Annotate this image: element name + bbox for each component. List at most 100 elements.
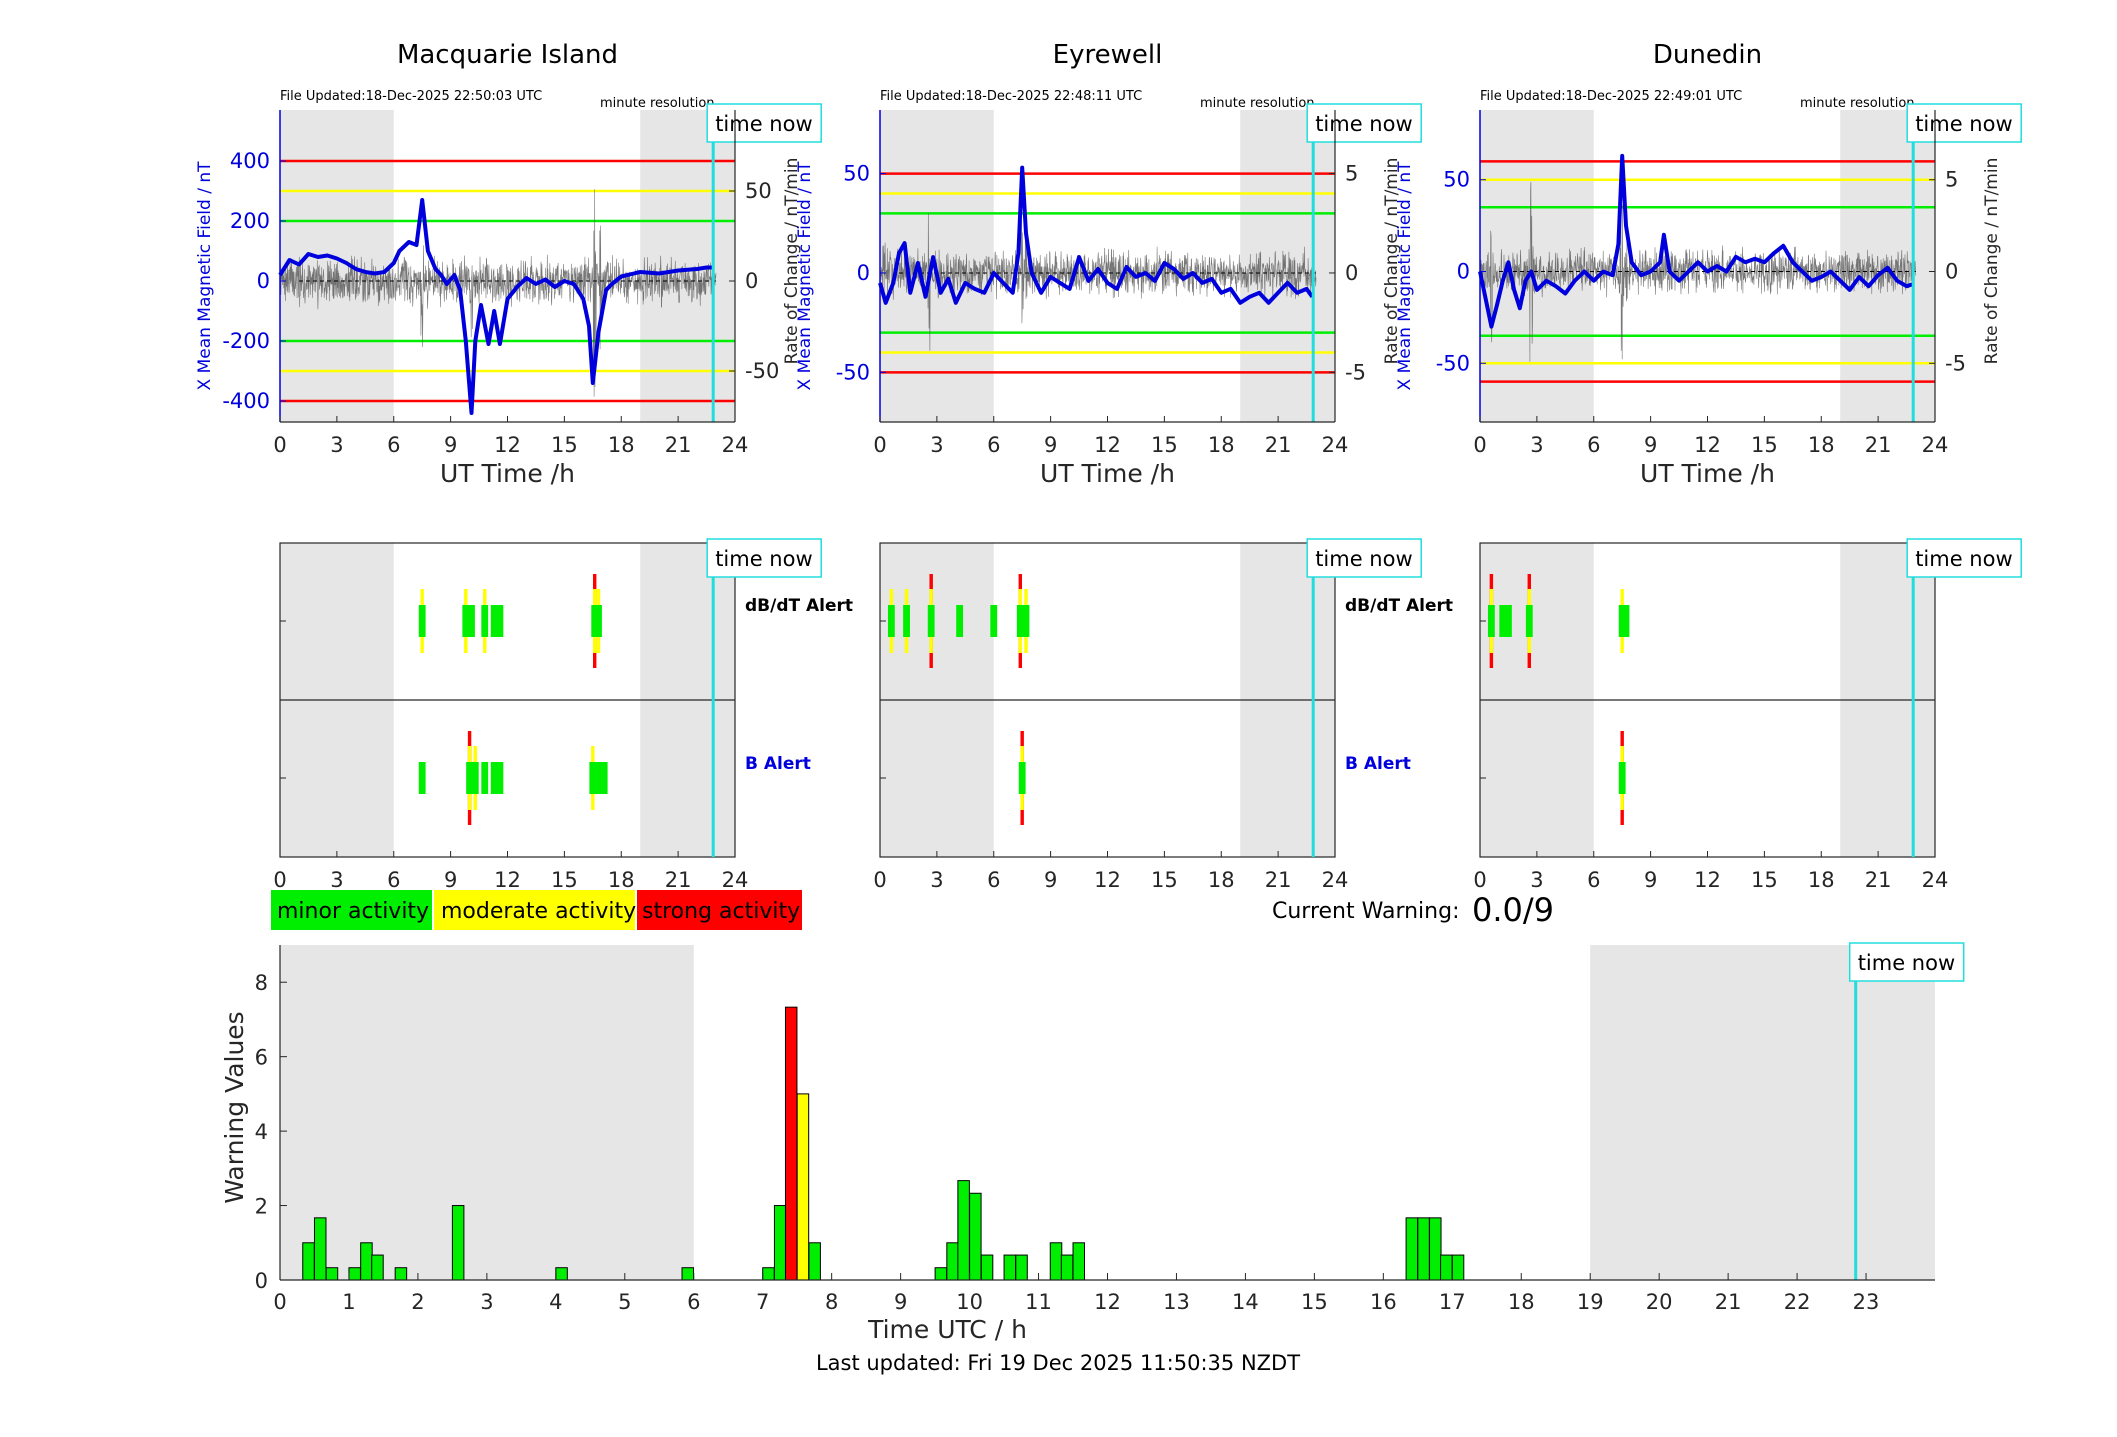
x-tick-label: 6 — [987, 433, 1000, 457]
x-axis-label: UT Time /h — [440, 459, 575, 488]
station-panel-1: Eyrewell File Updated:18-Dec-2025 22:48:1… — [795, 40, 1453, 892]
x-tick-label: 15 — [1151, 868, 1178, 892]
station-panel-2: Dunedin File Updated:18-Dec-2025 22:49:01… — [1395, 40, 2022, 892]
x-tick-label: 0 — [873, 433, 886, 457]
station-title: Macquarie Island — [397, 40, 618, 70]
x-tick-label: 7 — [756, 1290, 769, 1314]
x-axis-label: Time UTC / h — [867, 1315, 1027, 1344]
x-tick-label: 6 — [1587, 433, 1600, 457]
station-title: Eyrewell — [1053, 40, 1163, 70]
time-now-label: time now — [1915, 547, 2012, 571]
warning-bar-18 — [969, 1192, 982, 1281]
warning-bar-11 — [773, 1205, 787, 1281]
warning-bar-7 — [451, 1205, 465, 1281]
x-tick-label: 9 — [1644, 868, 1657, 892]
x-tick-label: 21 — [665, 868, 692, 892]
b-alert-minor-mark-0 — [1618, 762, 1626, 794]
legend-minor-swatch — [271, 890, 432, 930]
dbdt-alert-minor-mark-7 — [595, 605, 602, 637]
x-tick-label: 24 — [1922, 868, 1949, 892]
dbdt-alert-minor-mark-2 — [1505, 605, 1512, 637]
b-alert-label: B Alert — [745, 754, 811, 774]
warning-bar-27 — [1429, 1217, 1442, 1281]
warning-bar-16 — [946, 1242, 959, 1281]
x-tick-label: 21 — [665, 433, 692, 457]
dbdt-alert-minor-mark-5 — [1016, 605, 1024, 637]
x-tick-label: 3 — [330, 433, 343, 457]
left-tick-label: -200 — [222, 329, 270, 353]
warning-bar-2 — [325, 1267, 339, 1281]
x-tick-label: 18 — [608, 868, 635, 892]
x-tick-label: 0 — [273, 1290, 286, 1314]
dbdt-alert-minor-mark-1 — [1499, 605, 1507, 637]
warning-bar-22 — [1049, 1242, 1063, 1281]
warning-bar-24 — [1072, 1242, 1086, 1281]
time-now-box — [1306, 538, 1422, 578]
resolution-label: minute resolution — [1200, 96, 1315, 111]
file-updated: File Updated:18-Dec-2025 22:49:01 UTC — [1480, 89, 1742, 104]
magnetic-field-trace — [278, 198, 713, 415]
x-tick-label: 12 — [1694, 433, 1721, 457]
left-tick-label: -50 — [836, 360, 870, 384]
activity-legend: minor activity moderate activity strong … — [271, 890, 802, 930]
warning-bar-29 — [1451, 1254, 1465, 1281]
legend-minor-label: minor activity — [277, 899, 429, 924]
station-panels: Macquarie Island File Updated:18-Dec-2025… — [195, 40, 2022, 892]
y-tick-label: 4 — [255, 1120, 268, 1144]
x-tick-label: 12 — [1094, 433, 1121, 457]
x-axis-label: UT Time /h — [1040, 459, 1175, 488]
right-tick-label: 5 — [1345, 162, 1358, 186]
legend-strong-label: strong activity — [642, 899, 800, 924]
time-now-label: time now — [1315, 547, 1412, 571]
x-tick-label: 18 — [1208, 868, 1235, 892]
b-alert-minor-mark-3 — [481, 762, 489, 794]
b-alert-minor-mark-0 — [418, 762, 426, 794]
dbdt-alert-label: dB/dT Alert — [1345, 596, 1453, 616]
x-tick-label: 0 — [1473, 868, 1486, 892]
right-axis-label: Rate of Change / nT/min — [1382, 158, 1402, 365]
y-axis-label: Warning Values — [220, 1011, 249, 1203]
time-now-box — [1906, 538, 2022, 578]
time-now-box — [1306, 103, 1422, 143]
right-tick-label: 0 — [1345, 261, 1358, 285]
x-tick-label: 22 — [1784, 1290, 1811, 1314]
x-tick-label: 12 — [1694, 868, 1721, 892]
y-tick-label: 0 — [255, 1269, 268, 1293]
dbdt-alert-label: dB/dT Alert — [745, 596, 853, 616]
dbdt-alert-minor-mark-4 — [1618, 605, 1626, 637]
b-alert-minor-mark-5 — [496, 762, 504, 794]
time-now-box — [706, 103, 822, 143]
dbdt-alert-minor-mark-2 — [468, 605, 475, 637]
x-tick-label: 15 — [1751, 868, 1778, 892]
time-now-label: time now — [715, 547, 812, 571]
warning-bar-23 — [1060, 1254, 1074, 1281]
right-tick-label: 50 — [745, 179, 772, 203]
alert-plot: time now 0 3 6 9 12 15 18 21 24 — [1473, 538, 2022, 892]
x-tick-label: 3 — [930, 433, 943, 457]
left-tick-label: 0 — [257, 269, 270, 293]
x-tick-label: 21 — [1265, 433, 1292, 457]
legend-moderate-swatch — [434, 890, 635, 930]
left-tick-label: -50 — [1436, 351, 1470, 375]
dbdt-alert-minor-mark-0 — [887, 605, 895, 637]
x-tick-label: 19 — [1577, 1290, 1604, 1314]
warning-bar-12 — [784, 1006, 798, 1281]
x-tick-label: 13 — [1163, 1290, 1190, 1314]
warning-bar-28 — [1440, 1254, 1453, 1281]
warning-bar-25 — [1405, 1217, 1419, 1281]
magnetic-field-trace — [1478, 153, 1913, 329]
warning-bar-3 — [348, 1267, 361, 1281]
x-tick-label: 3 — [1530, 433, 1543, 457]
x-tick-label: 8 — [825, 1290, 838, 1314]
last-updated: Last updated: Fri 19 Dec 2025 11:50:35 N… — [816, 1351, 1300, 1375]
x-tick-label: 14 — [1232, 1290, 1259, 1314]
current-warning-label: Current Warning: — [1272, 899, 1459, 924]
x-tick-label: 21 — [1265, 868, 1292, 892]
x-tick-label: 6 — [387, 433, 400, 457]
legend-strong-swatch — [637, 890, 802, 930]
x-tick-label: 15 — [1751, 433, 1778, 457]
b-alert-minor-mark-7 — [595, 762, 602, 794]
warning-bar-6 — [394, 1267, 408, 1281]
